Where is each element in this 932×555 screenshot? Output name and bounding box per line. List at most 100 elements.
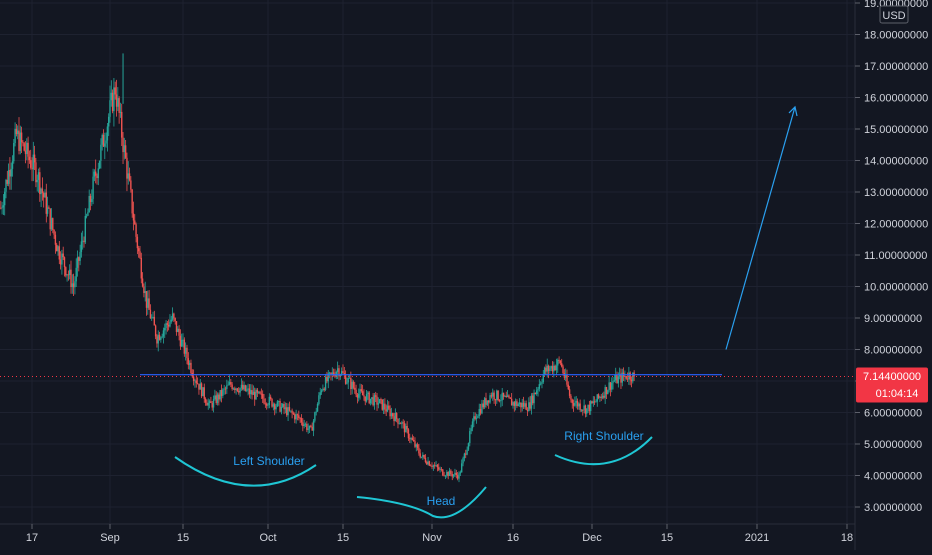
candle-body (66, 274, 68, 276)
candle-body (260, 393, 263, 395)
candle-body (571, 399, 573, 404)
candle-body (247, 388, 249, 390)
candle-body (418, 447, 420, 454)
candle-body (206, 402, 208, 406)
candle-body (434, 465, 436, 467)
head-curve[interactable] (356, 486, 487, 519)
candle-body (276, 401, 279, 407)
left-shoulder-curve[interactable] (174, 456, 317, 487)
candle-body (284, 407, 287, 410)
candle-body (352, 381, 355, 388)
candle-body (315, 411, 317, 413)
currency-badge[interactable]: USD (879, 5, 909, 24)
candle-body (84, 215, 86, 243)
candle-body (187, 358, 190, 365)
candle-body (137, 248, 140, 252)
candle-body (508, 395, 510, 398)
candle-body (479, 408, 482, 414)
candle-body (621, 372, 623, 383)
candle-body (192, 376, 195, 382)
candle-body (521, 402, 523, 408)
candle-body (194, 380, 196, 382)
candle-body (183, 339, 186, 354)
candle-body (516, 401, 518, 406)
candle-body (405, 426, 407, 433)
candle-body (541, 382, 543, 384)
candle-body (324, 376, 327, 390)
candle-body (222, 389, 224, 396)
candle-body (311, 426, 313, 431)
candle-body (591, 401, 593, 404)
candle-body (372, 397, 374, 406)
candle-body (79, 251, 81, 261)
candle-body (399, 423, 402, 425)
time-axis[interactable]: 17 Sep 15 Oct 15 Nov 16 Dec 15 2021 18 (0, 523, 855, 544)
candle-body (283, 404, 285, 410)
candle-body (39, 172, 41, 195)
candle-body (9, 170, 11, 177)
right-shoulder-curve[interactable] (554, 436, 653, 466)
candle-body (496, 390, 498, 401)
candle-body (128, 173, 131, 181)
price-tick-label: 15.00000000 (864, 124, 928, 136)
candle-body (131, 189, 133, 214)
price-tick-label: 4.00000000 (864, 471, 922, 483)
candle-body (113, 87, 115, 112)
candle-body (428, 461, 431, 466)
candle-body (465, 453, 467, 455)
candle-body (76, 257, 79, 268)
price-badge[interactable]: 7.14400000 01:04:14 (856, 367, 928, 403)
candle-body (459, 472, 462, 474)
price-tick-label: 16.00000000 (864, 93, 928, 105)
candle-body (392, 413, 394, 417)
price-axis[interactable]: 3.00000000 4.00000000 5.00000000 6.00000000… (854, 0, 928, 550)
candle-body (46, 207, 49, 214)
candle-body (369, 398, 372, 404)
candle-body (299, 417, 301, 419)
candle-body (580, 409, 583, 411)
candle-body (307, 428, 309, 430)
candle-body (561, 363, 563, 367)
time-tick-label: Oct (259, 532, 276, 544)
candle-body (626, 378, 629, 380)
candle-body (4, 191, 6, 206)
candle-body (322, 388, 324, 391)
candle-body (234, 388, 236, 390)
candle-body (485, 398, 487, 405)
price-tick-label: 13.00000000 (864, 187, 928, 199)
candle-body (451, 474, 453, 477)
candle-body (576, 400, 579, 407)
candle-body (575, 400, 577, 403)
candle-body (462, 458, 464, 464)
candle-body (56, 244, 58, 252)
candle-body (147, 298, 149, 308)
price-tick-label: 5.00000000 (864, 439, 922, 451)
candle-body (63, 257, 66, 268)
candle-body (563, 373, 566, 378)
candle-body (330, 372, 332, 375)
candle-body (592, 401, 595, 404)
candle-body (37, 172, 40, 180)
projection-arrow[interactable] (725, 106, 796, 350)
candle-body (318, 395, 320, 404)
candle-body (373, 395, 376, 406)
candle-body (490, 395, 493, 397)
candle-body (398, 423, 400, 425)
price-tick-label: 19.00000000 (864, 0, 928, 10)
candle-body (431, 465, 433, 467)
candle-body (71, 283, 73, 288)
candle-body (518, 402, 521, 405)
candle-body (184, 347, 187, 354)
candle-body (22, 142, 24, 144)
candle-body (394, 413, 397, 422)
candle-body (534, 392, 537, 395)
candle-body (178, 328, 180, 336)
candle-body (536, 390, 538, 395)
candle-body (148, 298, 150, 310)
candle-body (236, 388, 239, 391)
candle-body (528, 402, 530, 412)
candle-body (109, 100, 111, 117)
candle-body (110, 92, 113, 101)
